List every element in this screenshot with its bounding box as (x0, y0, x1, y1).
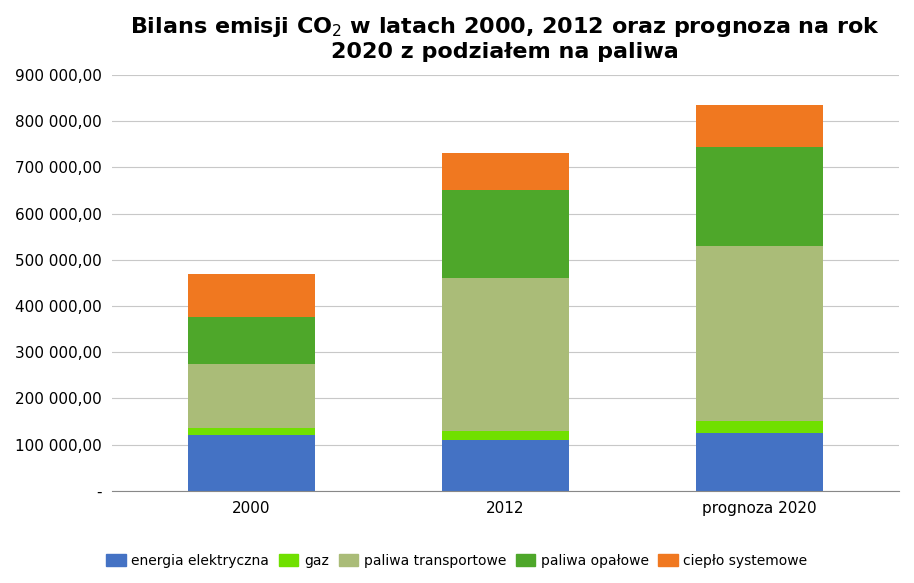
Bar (441, 191, 569, 278)
Bar (441, 440, 569, 491)
Bar (696, 105, 823, 146)
Bar (696, 146, 823, 246)
Bar (441, 153, 569, 191)
Title: Bilans emisji CO$_2$ w latach 2000, 2012 oraz prognoza na rok
2020 z podziałem n: Bilans emisji CO$_2$ w latach 2000, 2012… (131, 15, 880, 62)
Bar (187, 436, 314, 491)
Bar (696, 246, 823, 422)
Bar (187, 318, 314, 364)
Bar (696, 422, 823, 433)
Bar (441, 278, 569, 431)
Bar (187, 364, 314, 429)
Bar (696, 433, 823, 491)
Legend: energia elektryczna, gaz, paliwa transportowe, paliwa opałowe, ciepło systemowe: energia elektryczna, gaz, paliwa transpo… (101, 548, 813, 573)
Bar (187, 273, 314, 318)
Bar (187, 429, 314, 436)
Bar (441, 431, 569, 440)
